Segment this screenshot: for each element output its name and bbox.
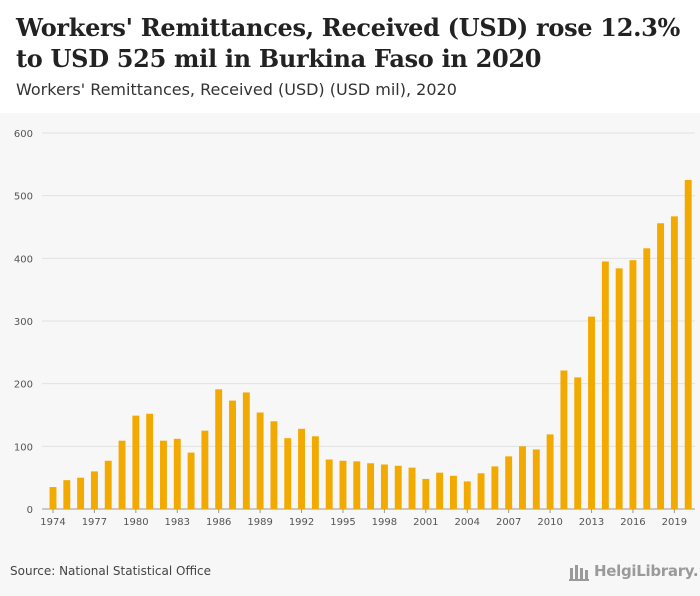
bar — [201, 430, 209, 509]
y-tick-label: 500 — [14, 192, 33, 203]
x-tick-label: 1986 — [206, 517, 231, 528]
bar — [449, 475, 457, 509]
bar — [519, 446, 526, 509]
bar — [132, 415, 140, 509]
bar — [90, 471, 98, 509]
bar — [215, 389, 223, 509]
bar — [187, 452, 195, 509]
x-tick-label: 1974 — [40, 517, 65, 528]
bar — [242, 392, 250, 509]
bar — [532, 449, 540, 509]
bar — [657, 223, 665, 509]
x-tick-label: 2013 — [579, 517, 604, 528]
x-tick-label: 1980 — [123, 517, 148, 528]
bar — [49, 487, 57, 509]
x-tick-label: 1992 — [289, 517, 314, 528]
library-building-icon — [569, 565, 589, 581]
bar — [601, 261, 609, 509]
bar — [284, 438, 292, 509]
y-tick-label: 0 — [27, 505, 33, 516]
bar — [394, 465, 402, 509]
bar — [505, 456, 513, 509]
bar — [684, 180, 692, 509]
bar — [615, 268, 623, 509]
x-tick-label: 1977 — [82, 517, 107, 528]
x-tick-label: 2001 — [413, 517, 438, 528]
bar — [160, 440, 167, 509]
bar — [422, 478, 430, 509]
bar — [256, 412, 264, 509]
bar — [436, 472, 444, 509]
bar — [77, 477, 85, 509]
bar — [353, 461, 361, 509]
page-title: Workers' Remittances, Received (USD) ros… — [16, 13, 681, 73]
y-tick-label: 100 — [14, 442, 33, 453]
x-tick-label: 1989 — [247, 517, 272, 528]
bar — [339, 460, 347, 509]
bar — [477, 473, 485, 509]
bar — [380, 464, 388, 509]
bar — [546, 434, 554, 509]
x-tick-label: 1983 — [165, 517, 190, 528]
chart-area: 0 100 200 300 400 500 600 1974 1977 1980 1983 1986 1… — [0, 113, 700, 596]
bar — [270, 421, 278, 509]
x-tick-label: 2019 — [662, 517, 687, 528]
x-tick-label: 1995 — [330, 517, 355, 528]
chart-subtitle: Workers' Remittances, Received (USD) (US… — [16, 80, 457, 99]
bar — [63, 480, 71, 509]
bar — [229, 400, 236, 509]
bar — [463, 481, 471, 509]
bar-chart: 0 100 200 300 400 500 600 1974 1977 1980 1983 1986 1… — [14, 129, 695, 528]
helgilibrary-logo: HelgiLibrary. — [568, 562, 699, 582]
bar — [643, 248, 651, 509]
bar — [408, 467, 416, 509]
y-tick-label: 300 — [14, 317, 33, 328]
x-tick-label: 1998 — [372, 517, 397, 528]
bar — [367, 463, 375, 509]
bar — [574, 377, 582, 509]
x-tick-label: 2004 — [455, 517, 480, 528]
y-tick-label: 600 — [14, 129, 33, 140]
x-tick-label: 2010 — [537, 517, 562, 528]
bar — [311, 436, 319, 509]
bar — [146, 413, 154, 509]
bar — [491, 466, 499, 509]
bar — [118, 440, 126, 509]
bar — [560, 370, 568, 509]
bar — [173, 438, 181, 509]
bar — [104, 460, 112, 509]
logo-text: HelgiLibrary. — [594, 562, 699, 580]
y-tick-label: 400 — [14, 254, 33, 265]
x-tick-label: 2016 — [620, 517, 645, 528]
x-tick-label: 2007 — [496, 517, 521, 528]
y-tick-label: 200 — [14, 380, 33, 391]
header: Workers' Remittances, Received (USD) ros… — [0, 0, 700, 113]
bar — [298, 428, 306, 509]
source-note: Source: National Statistical Office — [10, 564, 212, 578]
bar — [588, 316, 595, 509]
bar — [325, 459, 333, 509]
bar — [670, 216, 678, 509]
bar — [629, 260, 637, 509]
